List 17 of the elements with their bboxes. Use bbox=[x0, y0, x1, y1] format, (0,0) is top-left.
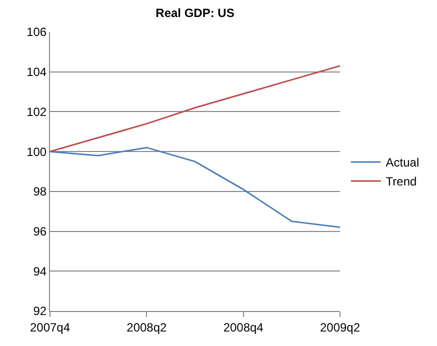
line-series bbox=[50, 65, 340, 152]
y-tick-label: 106 bbox=[26, 25, 47, 40]
legend-label: Actual bbox=[386, 156, 420, 170]
line-series bbox=[50, 146, 340, 228]
y-tick-label: 102 bbox=[26, 104, 47, 119]
x-tick-label: 2007q4 bbox=[30, 320, 70, 334]
x-tick-label: 2008q2 bbox=[126, 320, 168, 334]
legend-label: Trend bbox=[386, 174, 417, 189]
y-tick-label: 94 bbox=[33, 264, 47, 278]
y-tick-label: 104 bbox=[26, 65, 47, 80]
chart-title: Real GDP: US bbox=[156, 6, 234, 20]
y-tick-label: 92 bbox=[33, 304, 47, 318]
y-tick-label: 100 bbox=[26, 144, 47, 159]
x-tick-label: 2008q4 bbox=[223, 320, 264, 334]
y-tick-label: 96 bbox=[33, 224, 47, 238]
y-tick-label: 98 bbox=[33, 184, 47, 199]
x-tick-label: 2009q2 bbox=[320, 320, 360, 334]
